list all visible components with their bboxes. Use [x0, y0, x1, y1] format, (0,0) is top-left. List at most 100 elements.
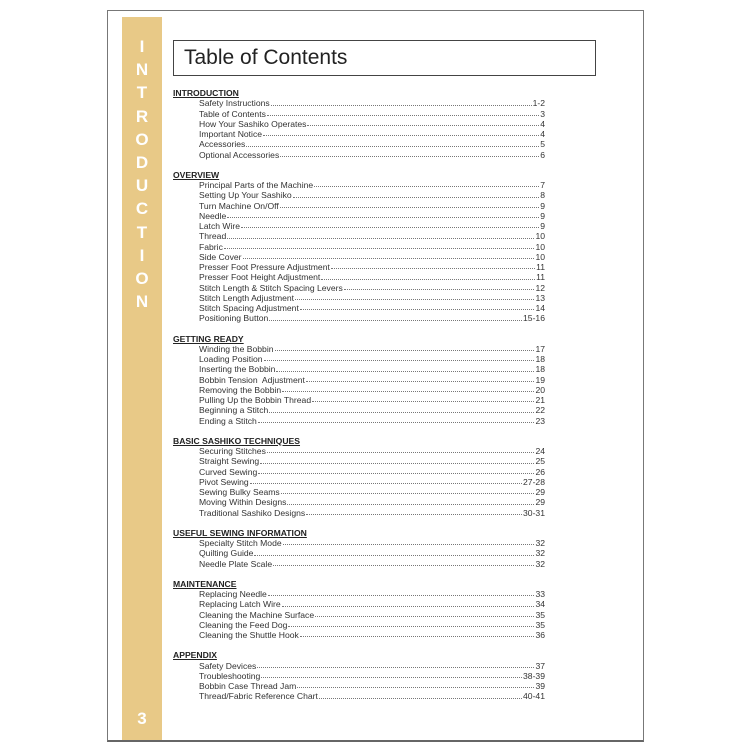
- dot-leader: [249, 477, 523, 484]
- entry-page-number: 32: [535, 548, 545, 559]
- entry-page-number: 22: [535, 405, 545, 416]
- entry-label: Traditional Sashiko Designs: [199, 507, 306, 518]
- toc-entry[interactable]: Pivot Sewing 27-28: [199, 477, 545, 487]
- entry-page-number: 19: [535, 374, 545, 385]
- dot-leader: [287, 497, 535, 505]
- toc-entry[interactable]: Positioning Button 15-16: [199, 313, 545, 323]
- toc-entry[interactable]: Stitch Length Adjustment 13: [199, 293, 545, 303]
- entry-label: Accessories: [199, 139, 246, 150]
- toc-entry[interactable]: Thread 10: [199, 231, 545, 241]
- entry-label: Optional Accessories: [199, 149, 280, 160]
- entry-page-number: 4: [540, 129, 545, 139]
- toc-entry[interactable]: Removing the Bobbin 20: [199, 385, 545, 395]
- dot-leader: [270, 98, 532, 106]
- toc-entry[interactable]: Quilting Guide 32: [199, 548, 545, 558]
- toc-entry[interactable]: Principal Parts of the Machine 7: [199, 180, 545, 190]
- toc-entry[interactable]: Presser Foot Pressure Adjustment 11: [199, 262, 545, 272]
- toc-entry[interactable]: Winding the Bobbin 17: [199, 344, 545, 354]
- dot-leader: [257, 661, 535, 668]
- entry-page-number: 36: [535, 630, 545, 640]
- entry-label: Stitch Spacing Adjustment: [199, 303, 299, 313]
- dot-leader: [266, 109, 540, 116]
- toc-entry[interactable]: Important Notice 4: [199, 129, 545, 139]
- toc-entry[interactable]: Loading Position 18: [199, 354, 545, 364]
- dot-leader: [295, 293, 535, 300]
- entry-page-number: 5: [540, 139, 545, 150]
- entry-page-number: 23: [535, 415, 545, 426]
- toc-entry[interactable]: Accessories 5: [199, 139, 545, 149]
- toc-entry[interactable]: Replacing Needle 33: [199, 589, 545, 599]
- toc-entry[interactable]: Turn Machine On/Off 9: [199, 201, 545, 211]
- toc-entry[interactable]: Bobbin Case Thread Jam 39: [199, 681, 545, 691]
- toc-entry[interactable]: Curved Sewing 26: [199, 467, 545, 477]
- entry-label: Stitch Length & Stitch Spacing Levers: [199, 282, 343, 293]
- toc-entry[interactable]: Safety Devices 37: [199, 661, 545, 671]
- sidebar-letter: N: [135, 292, 149, 312]
- entry-label: Table of Contents: [199, 108, 266, 119]
- entry-page-number: 10: [535, 241, 545, 252]
- toc-entry[interactable]: Traditional Sashiko Designs 30-31: [199, 508, 545, 518]
- toc-entry[interactable]: Sewing Bulky Seams 29: [199, 487, 545, 497]
- toc-section: OVERVIEW Principal Parts of the Machine 7 S…: [173, 170, 545, 324]
- section-heading: APPENDIX: [173, 650, 217, 661]
- toc-entry[interactable]: Cleaning the Shuttle Hook 36: [199, 630, 545, 640]
- toc-entry[interactable]: Needle 9: [199, 211, 545, 221]
- toc-entry[interactable]: Safety Instructions 1-2: [199, 98, 545, 108]
- entry-page-number: 26: [535, 466, 545, 477]
- toc-entry[interactable]: Cleaning the Feed Dog 35: [199, 620, 545, 630]
- toc-entry[interactable]: Pulling Up the Bobbin Thread 21: [199, 395, 545, 405]
- toc-entry[interactable]: Replacing Latch Wire 34: [199, 599, 545, 609]
- dot-leader: [330, 262, 536, 270]
- entry-page-number: 20: [535, 384, 545, 395]
- dot-leader: [267, 589, 535, 597]
- toc-entry[interactable]: Stitch Length & Stitch Spacing Levers 12: [199, 283, 545, 293]
- toc-entry[interactable]: Side Cover 10: [199, 252, 545, 262]
- toc-entry[interactable]: Bobbin Tension Adjustment 19: [199, 375, 545, 385]
- dot-leader: [273, 559, 535, 566]
- toc-entry[interactable]: Latch Wire 9: [199, 221, 545, 231]
- toc-entry[interactable]: Cleaning the Machine Surface 35: [199, 610, 545, 620]
- toc-entry[interactable]: Beginning a Stitch 22: [199, 405, 545, 415]
- toc-entry[interactable]: Presser Foot Height Adjustment 11: [199, 272, 545, 282]
- toc-entry[interactable]: Straight Sewing 25: [199, 456, 545, 466]
- entry-label: Cleaning the Shuttle Hook: [199, 630, 299, 640]
- entry-page-number: 18: [535, 354, 545, 364]
- toc-entry[interactable]: Inserting the Bobbin 18: [199, 364, 545, 374]
- toc-entry[interactable]: How Your Sashiko Operates 4: [199, 119, 545, 129]
- toc-entry[interactable]: Securing Stitches 24: [199, 446, 545, 456]
- entry-label: Stitch Length Adjustment: [199, 292, 295, 303]
- toc-entry[interactable]: Setting Up Your Sashiko 8: [199, 190, 545, 200]
- toc-entry[interactable]: Ending a Stitch 23: [199, 416, 545, 426]
- entry-page-number: 10: [535, 231, 545, 242]
- entry-page-number: 1-2: [532, 98, 545, 109]
- entry-label: Important Notice: [199, 129, 263, 139]
- toc-section: APPENDIX Safety Devices 37 Troubleshooting 3…: [173, 650, 545, 701]
- toc-entry[interactable]: Needle Plate Scale 32: [199, 559, 545, 569]
- dot-leader: [227, 211, 540, 218]
- dot-leader: [263, 129, 540, 137]
- dot-leader: [276, 364, 535, 372]
- dot-leader: [246, 139, 540, 147]
- document-page: [107, 10, 644, 742]
- section-heading: MAINTENANCE: [173, 578, 237, 589]
- dot-leader: [297, 681, 535, 689]
- toc-entry[interactable]: Stitch Spacing Adjustment 14: [199, 303, 545, 313]
- dot-leader: [314, 180, 540, 188]
- sidebar-letter: O: [135, 129, 149, 149]
- dot-leader: [315, 610, 535, 617]
- toc-entry[interactable]: Moving Within Designs 29: [199, 497, 545, 507]
- dot-leader: [274, 344, 535, 351]
- entry-label: Specialty Stitch Mode: [199, 538, 282, 548]
- dot-leader: [227, 231, 535, 239]
- dot-leader: [254, 548, 535, 556]
- entry-page-number: 35: [535, 609, 545, 620]
- toc-entry[interactable]: Optional Accessories 6: [199, 150, 545, 160]
- toc-entry[interactable]: Specialty Stitch Mode 32: [199, 538, 545, 548]
- toc-entry[interactable]: Fabric 10: [199, 242, 545, 252]
- toc-entry[interactable]: Table of Contents 3: [199, 109, 545, 119]
- toc-entry[interactable]: Troubleshooting 38-39: [199, 671, 545, 681]
- dot-leader: [292, 190, 540, 198]
- toc-entry[interactable]: Thread/Fabric Reference Chart 40-41: [199, 691, 545, 701]
- entry-page-number: 25: [535, 456, 545, 467]
- entry-label: Removing the Bobbin: [199, 384, 282, 395]
